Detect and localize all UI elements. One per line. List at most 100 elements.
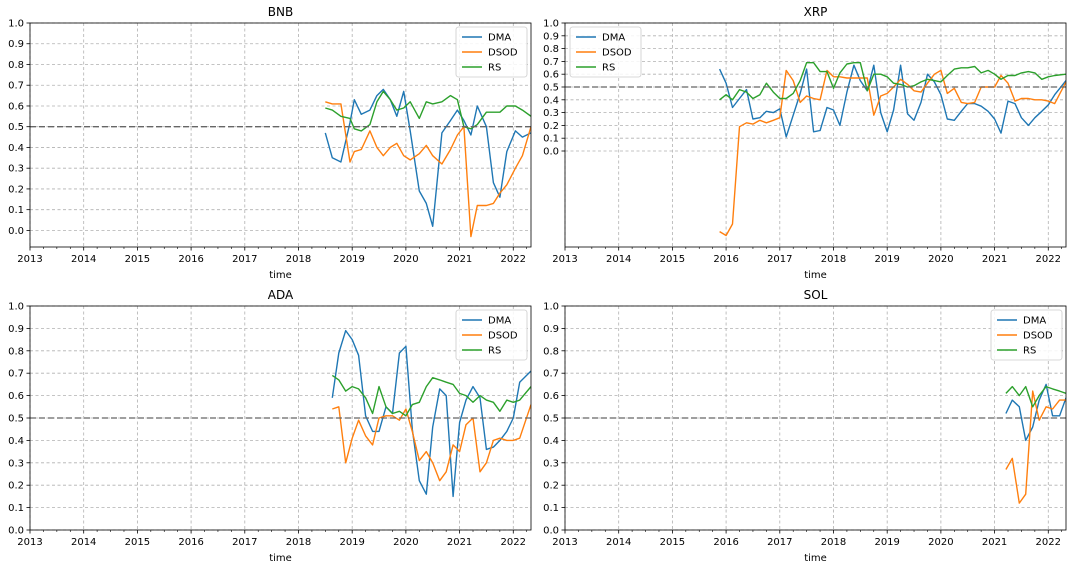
y-tick-label: 0.1 <box>8 205 24 216</box>
legend-box <box>455 309 528 361</box>
legend-label-dsod: DSOD <box>488 331 518 342</box>
x-tick-label: 2013 <box>552 537 577 548</box>
plot-frame <box>29 305 532 531</box>
x-axis-label: time <box>804 553 827 564</box>
y-tick-label: 0.6 <box>543 391 559 402</box>
chart-title: SOL <box>804 288 828 302</box>
legend-label-dma: DMA <box>1023 316 1046 327</box>
y-tick-label: 0.9 <box>8 39 24 50</box>
y-tick-label: 0.7 <box>8 369 24 380</box>
y-tick-label: 0.9 <box>543 324 559 335</box>
y-tick-label: 1.0 <box>8 302 24 313</box>
x-tick-label: 2013 <box>552 254 577 265</box>
series-line-dma <box>718 64 1066 138</box>
legend-label-dma: DMA <box>488 33 511 44</box>
legend-label-dsod: DSOD <box>1023 331 1053 342</box>
legend-label-rs: RS <box>602 63 615 74</box>
series-line-dma <box>331 329 531 498</box>
y-tick-label: 0.1 <box>543 134 559 145</box>
legend: DMA DSOD RS <box>455 309 528 361</box>
x-tick-label: 2020 <box>393 537 418 548</box>
subplot-sol: 2013 2014 2015 2016 2017 2018 2019 2020 2021 2022… <box>543 288 1067 564</box>
x-tick-label: 2020 <box>928 537 953 548</box>
series-group <box>331 329 531 498</box>
x-tick-label: 2019 <box>339 537 364 548</box>
plot-frame <box>564 22 1067 248</box>
series-group <box>1005 383 1066 504</box>
x-tick-label: 2022 <box>1036 254 1061 265</box>
x-axis-label: time <box>804 270 827 281</box>
legend-label-dma: DMA <box>602 33 625 44</box>
y-tick-label: 1.0 <box>543 19 559 30</box>
y-tick-label: 0.6 <box>8 391 24 402</box>
y-tick-label: 0.8 <box>8 60 24 71</box>
subplot-bnb: 2013 2014 2015 2016 2017 2018 2019 2020 2021 2022… <box>8 5 532 281</box>
series-line-dma <box>1005 383 1066 442</box>
series-line-dsod <box>719 69 1066 237</box>
x-tick-label: 2014 <box>71 537 96 548</box>
legend-label-rs: RS <box>488 346 501 357</box>
y-tick-label: 0.5 <box>8 414 24 425</box>
y-tick-label: 0.7 <box>8 81 24 92</box>
y-tick-label: 0.9 <box>8 324 24 335</box>
y-tick-label: 0.1 <box>8 503 24 514</box>
y-tick-label: 0.1 <box>543 503 559 514</box>
x-tick-label: 2018 <box>286 254 311 265</box>
y-tick-label: 0.4 <box>543 436 559 447</box>
legend-box <box>990 309 1063 361</box>
x-tick-label: 2021 <box>982 254 1007 265</box>
y-tick-label: 0.7 <box>543 369 559 380</box>
y-tick-label: 0.0 <box>543 526 559 537</box>
x-tick-label: 2018 <box>286 537 311 548</box>
x-tick-label: 2019 <box>874 254 899 265</box>
chart-title: ADA <box>268 288 294 302</box>
x-tick-label: 2017 <box>767 254 792 265</box>
y-tick-label: 0.0 <box>8 526 24 537</box>
x-tick-label: 2016 <box>178 254 203 265</box>
legend-box <box>455 26 528 78</box>
legend-box <box>569 26 642 78</box>
x-tick-label: 2018 <box>821 537 846 548</box>
subplot-xrp: 2013 2014 2015 2016 2017 2018 2019 2020 2021 2022… <box>543 5 1067 281</box>
series-line-rs <box>325 90 531 132</box>
y-tick-label: 0.3 <box>8 458 24 469</box>
series-line-dsod <box>1005 390 1066 504</box>
legend-label-rs: RS <box>488 63 501 74</box>
x-axis-label: time <box>269 553 292 564</box>
series-line-dsod <box>332 404 531 482</box>
chart-title: BNB <box>268 5 293 19</box>
x-axis-label: time <box>269 270 292 281</box>
x-tick-label: 2014 <box>606 254 631 265</box>
chart-title: XRP <box>804 5 828 19</box>
x-tick-label: 2022 <box>501 537 526 548</box>
x-tick-label: 2022 <box>1036 537 1061 548</box>
x-tick-label: 2021 <box>982 537 1007 548</box>
x-tick-label: 2017 <box>232 537 257 548</box>
y-tick-label: 0.4 <box>8 436 24 447</box>
y-tick-label: 0.8 <box>543 44 559 55</box>
legend-label-dsod: DSOD <box>488 48 518 59</box>
y-tick-label: 0.8 <box>543 346 559 357</box>
x-tick-label: 2015 <box>125 537 150 548</box>
plot-frame <box>29 22 532 248</box>
x-tick-label: 2019 <box>874 537 899 548</box>
x-tick-label: 2017 <box>767 537 792 548</box>
subplot-ada: 2013 2014 2015 2016 2017 2018 2019 2020 2021 2022… <box>8 288 532 564</box>
x-tick-label: 2013 <box>17 537 42 548</box>
x-tick-label: 2015 <box>660 537 685 548</box>
x-tick-label: 2014 <box>71 254 96 265</box>
plot-frame <box>564 305 1067 531</box>
y-tick-label: 0.2 <box>8 481 24 492</box>
x-tick-label: 2014 <box>606 537 631 548</box>
series-line-rs <box>719 62 1066 101</box>
x-tick-label: 2013 <box>17 254 42 265</box>
y-tick-label: 0.3 <box>543 108 559 119</box>
x-tick-label: 2016 <box>178 537 203 548</box>
legend: DMA DSOD RS <box>455 26 528 78</box>
x-tick-label: 2021 <box>447 254 472 265</box>
y-tick-label: 0.3 <box>543 458 559 469</box>
y-tick-label: 0.2 <box>8 184 24 195</box>
y-tick-label: 0.6 <box>8 101 24 112</box>
series-line-rs <box>1005 385 1066 408</box>
